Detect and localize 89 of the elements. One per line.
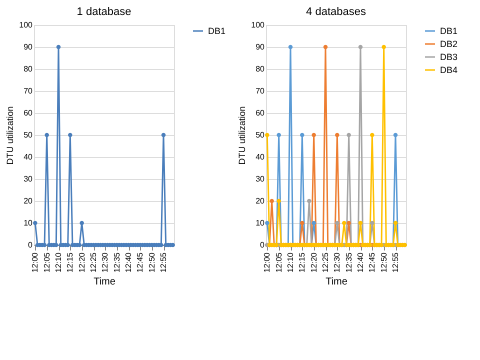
point	[358, 220, 363, 226]
point	[56, 44, 61, 50]
y-tick-label: 30	[24, 174, 34, 184]
point	[300, 132, 304, 138]
x-tick-label: 12:45	[136, 252, 145, 273]
point	[300, 220, 304, 226]
x-axis-title: Time	[326, 276, 348, 288]
point	[270, 198, 274, 204]
x-tick-label: 12:25	[89, 252, 98, 273]
point	[335, 132, 340, 138]
point	[80, 220, 84, 226]
y-tick-label: 70	[256, 86, 266, 96]
legend-label: DB3	[440, 52, 458, 62]
chart-title: 1 database	[76, 6, 132, 18]
point	[393, 132, 398, 138]
chart-title: 4 databases	[306, 6, 366, 18]
legend-label: DB2	[440, 39, 458, 49]
x-tick-label: 12:55	[391, 252, 400, 273]
point	[370, 132, 374, 138]
x-axis-title: Time	[94, 276, 116, 288]
x-tick-label: 12:35	[344, 252, 354, 273]
y-tick-label: 10	[256, 218, 266, 228]
point	[288, 44, 293, 50]
y-tick-label: 30	[256, 174, 266, 184]
y-tick-label: 90	[24, 42, 34, 52]
point	[159, 242, 164, 248]
y-tick-label: 10	[24, 218, 34, 228]
y-tick-label: 50	[256, 130, 266, 140]
point	[358, 44, 363, 50]
x-tick-label: 12:40	[124, 252, 133, 273]
x-tick-label: 12:15	[298, 252, 307, 273]
y-axis-title: DTU utilization	[5, 106, 16, 165]
point	[54, 242, 58, 248]
point	[346, 132, 351, 138]
x-tick-label: 12:30	[100, 252, 110, 273]
x-tick-label: 12:05	[274, 252, 284, 273]
x-tick-label: 12:10	[286, 252, 295, 273]
x-tick-label: 12:55	[159, 252, 168, 273]
point	[33, 220, 38, 226]
y-axis-title: DTU utilization	[237, 106, 248, 165]
y-tick-label: 40	[24, 152, 34, 162]
y-tick-label: 60	[256, 108, 266, 118]
y-tick-label: 50	[24, 130, 34, 140]
y-tick-label: 90	[256, 42, 266, 52]
x-tick-label: 12:40	[356, 252, 365, 273]
y-tick-label: 100	[251, 20, 266, 30]
y-tick-label: 40	[256, 152, 266, 162]
point	[370, 220, 374, 226]
y-tick-label: 70	[24, 86, 34, 96]
x-tick-label: 12:50	[379, 252, 388, 273]
point	[382, 44, 386, 50]
x-tick-label: 12:30	[332, 252, 342, 273]
y-tick-label: 80	[24, 64, 34, 74]
point	[265, 132, 270, 138]
point	[335, 220, 340, 226]
y-tick-label: 80	[256, 64, 266, 74]
y-tick-label: 0	[260, 240, 266, 250]
x-tick-label: 12:10	[54, 252, 63, 273]
point	[342, 220, 346, 226]
y-tick-label: 0	[28, 240, 34, 250]
x-tick-label: 12:25	[321, 252, 330, 273]
x-tick-label: 12:50	[147, 252, 156, 273]
point	[346, 220, 351, 226]
x-tick-label: 12:15	[66, 252, 75, 273]
point	[276, 132, 281, 138]
x-tick-label: 12:35	[112, 252, 122, 273]
point	[161, 132, 166, 138]
point	[307, 198, 312, 204]
y-tick-label: 100	[19, 20, 34, 30]
x-tick-label: 12:05	[42, 252, 52, 273]
x-tick-label: 12:20	[309, 252, 318, 273]
point	[265, 220, 270, 226]
y-tick-label: 60	[24, 108, 34, 118]
legend-label: DB1	[208, 26, 226, 36]
point	[312, 220, 316, 226]
x-tick-label: 12:20	[77, 252, 86, 273]
point	[393, 220, 398, 226]
y-tick-label: 20	[256, 196, 266, 206]
point	[68, 132, 72, 138]
point	[276, 198, 281, 204]
x-tick-label: 12:00	[30, 252, 40, 273]
point	[44, 132, 49, 138]
legend-label: DB4	[440, 65, 458, 75]
point	[323, 44, 328, 50]
legend-label: DB1	[440, 26, 458, 36]
x-tick-label: 12:00	[262, 252, 272, 273]
point	[312, 132, 316, 138]
x-tick-label: 12:45	[368, 252, 377, 273]
y-tick-label: 20	[24, 196, 34, 206]
